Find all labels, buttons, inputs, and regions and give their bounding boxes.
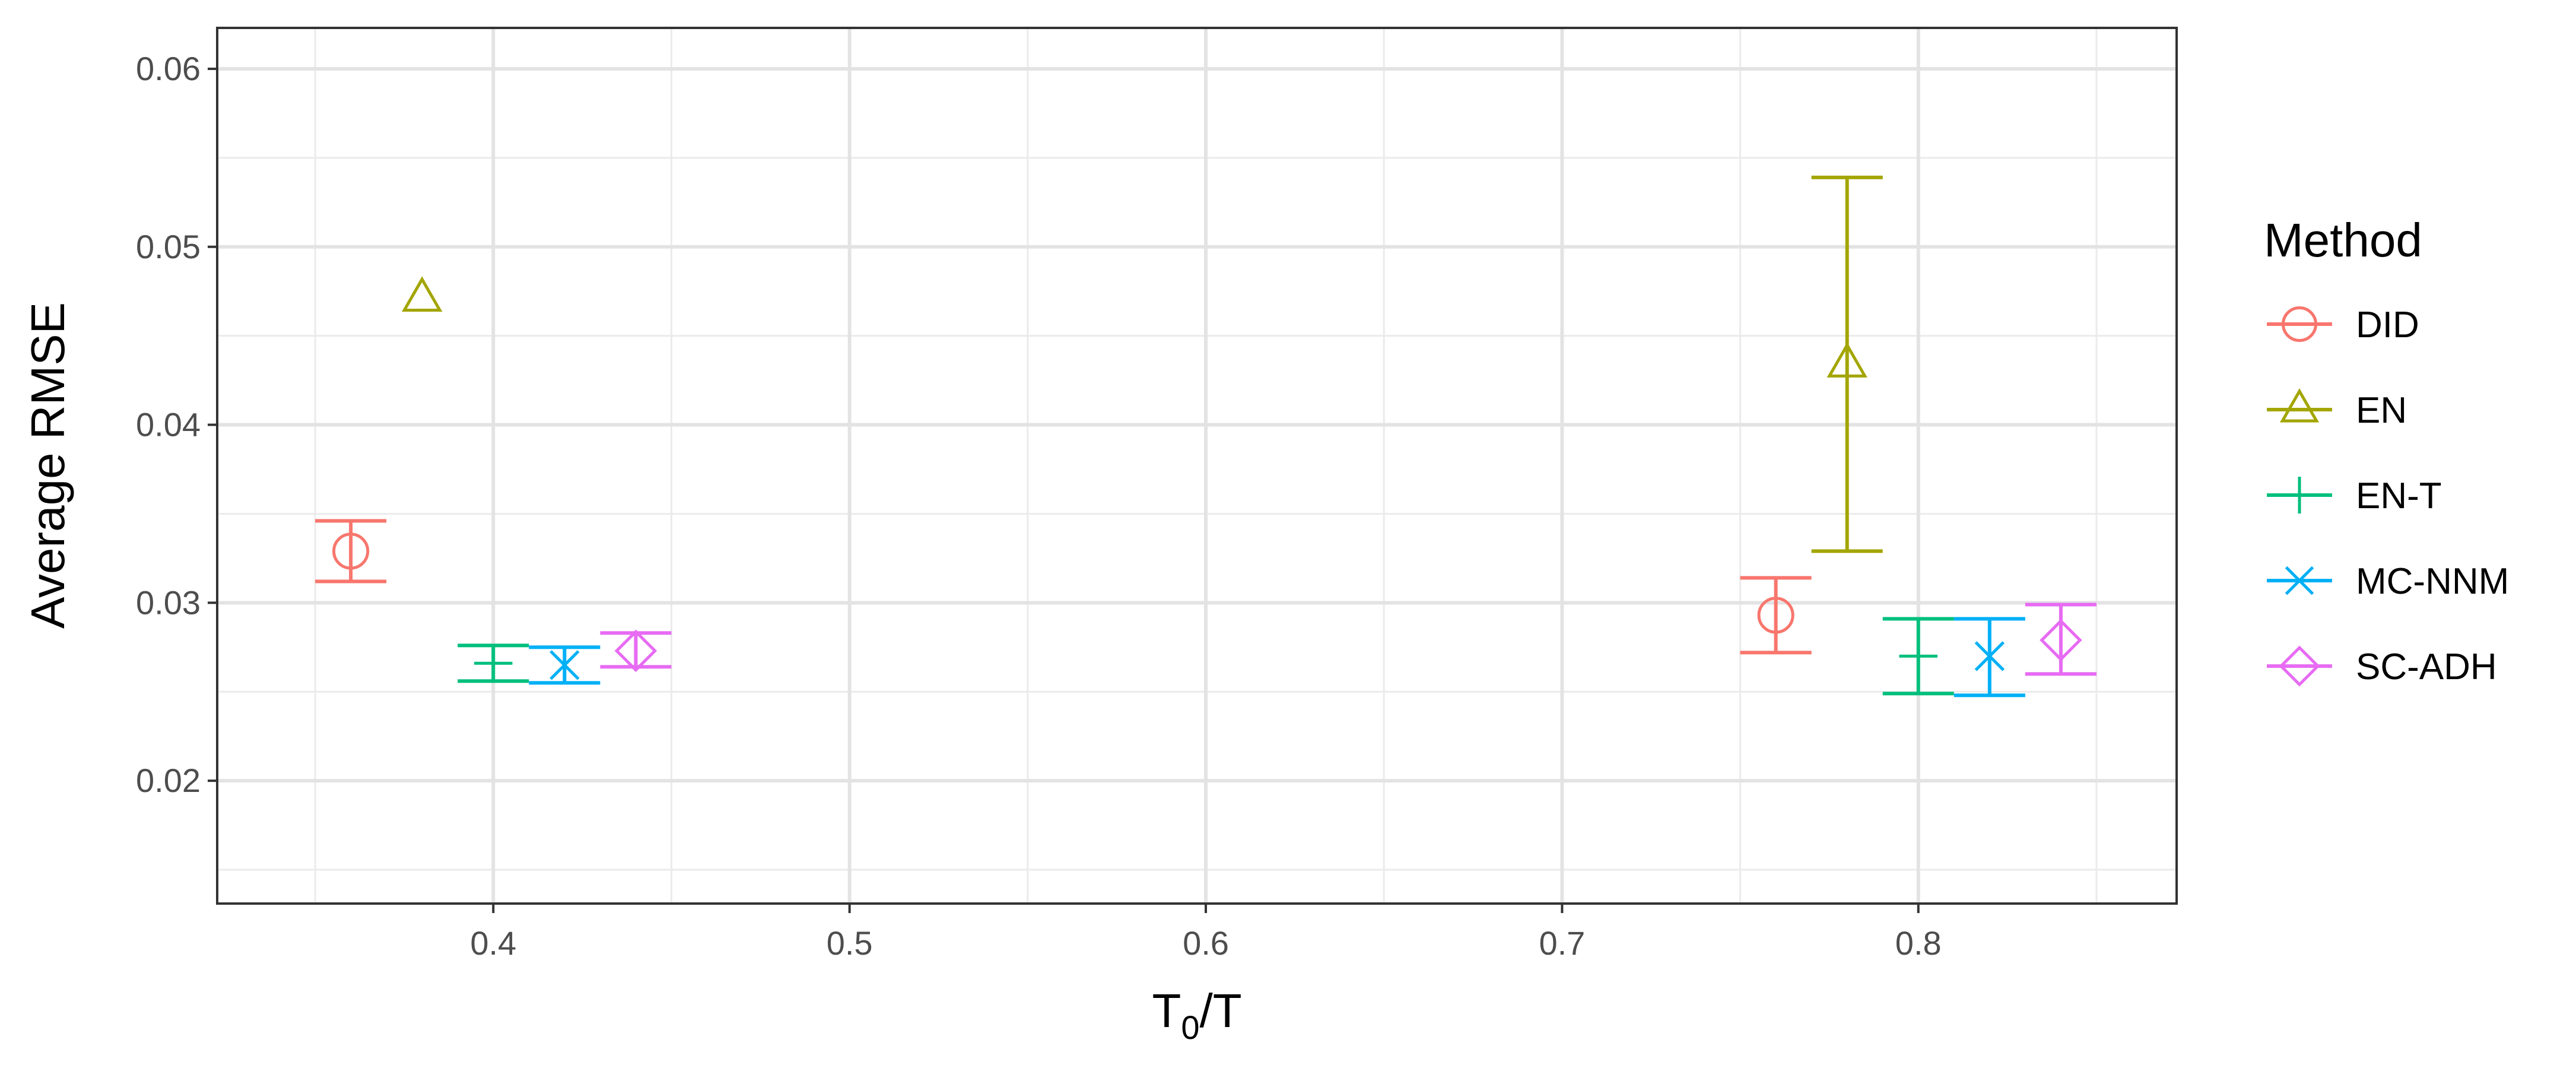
x-tick-label: 0.4 [470,924,516,962]
major-gridlines [217,28,2177,904]
legend-label-mc-nnm: MC-NNM [2356,561,2509,602]
legend-item-en-t: EN-T [2267,476,2442,516]
series-did [315,519,1812,655]
point-did [1757,597,1794,634]
legend: Method DID EN EN-T MC-NNM SC-ADH [2264,214,2509,687]
x-axis-title: T0/T [1152,984,1241,1046]
point-en [401,276,443,312]
point-en-t [1899,637,1937,676]
point-en-t [474,644,513,683]
point-mc-nnm [549,650,580,680]
legend-key-sc-adh-marker [2279,645,2320,687]
y-tick-label: 0.04 [136,406,201,443]
legend-key-did-marker [2282,306,2317,342]
y-tick-label: 0.03 [136,584,201,621]
minor-gridlines [217,28,2177,904]
x-tick-label: 0.5 [827,924,873,962]
series-en [401,175,1883,553]
legend-item-en: EN [2267,388,2407,431]
x-tick-label: 0.7 [1539,924,1585,962]
data-marks [315,175,2097,698]
legend-key-en-t-marker [2281,477,2318,514]
legend-key-en-marker [2279,388,2320,423]
legend-label-en-t: EN-T [2356,476,2442,516]
plot-panel-border [216,27,2178,905]
legend-item-mc-nnm: MC-NNM [2267,561,2509,602]
y-tick-label: 0.02 [136,762,201,799]
point-en [1827,342,1867,378]
series-sc-adh [600,603,2097,676]
point-mc-nnm [1974,641,2005,671]
legend-item-did: DID [2267,305,2419,346]
legend-key-mc-nnm-marker [2285,566,2314,595]
x-tick-label: 0.8 [1895,924,1942,962]
point-sc-adh [614,629,658,673]
y-tick-label: 0.05 [136,228,201,265]
legend-label-en: EN [2356,390,2407,431]
x-tick-label: 0.6 [1183,924,1229,962]
y-axis-title: Average RMSE [21,302,74,629]
legend-label-did: DID [2356,305,2419,346]
x-axis-title-subscript: 0 [1181,1009,1199,1046]
series-mc-nnm [529,617,2025,698]
y-axis: 0.02 0.03 0.04 0.05 0.06 [136,50,217,799]
error-bar-did [1740,576,1812,655]
error-bar-sc-adh [2025,603,2097,676]
legend-title: Method [2264,214,2422,267]
x-axis-title-main: T [1152,984,1181,1037]
point-did [332,533,370,570]
series-en-t [458,617,1954,696]
legend-label-sc-adh: SC-ADH [2356,646,2497,687]
error-bar-did [315,519,387,584]
error-bar-sc-adh [600,631,672,669]
point-sc-adh [2040,619,2082,662]
x-axis-title-rest: /T [1199,984,1241,1037]
x-axis: 0.4 0.5 0.6 0.7 0.8 [470,904,1942,962]
error-bar-en [1811,175,1883,553]
y-tick-label: 0.06 [136,50,201,87]
legend-item-sc-adh: SC-ADH [2267,645,2497,687]
